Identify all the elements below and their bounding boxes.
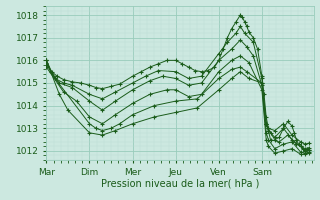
X-axis label: Pression niveau de la mer( hPa ): Pression niveau de la mer( hPa )	[101, 178, 259, 188]
